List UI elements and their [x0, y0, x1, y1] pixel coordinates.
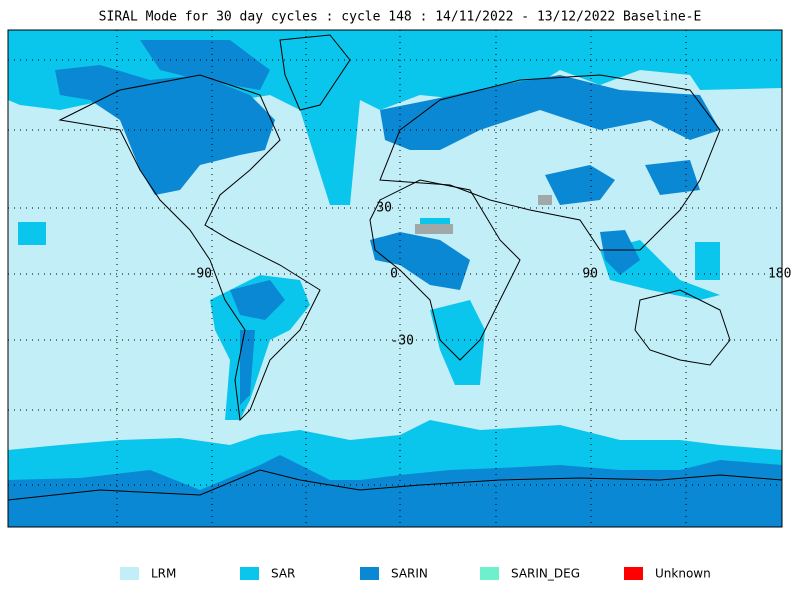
legend-swatch: [120, 567, 139, 580]
legend-label: LRM: [151, 567, 176, 581]
map-title: SIRAL Mode for 30 day cycles : cycle 148…: [99, 10, 702, 25]
legend-swatch: [240, 567, 259, 580]
graticule-label: 0: [390, 267, 398, 282]
legend: LRM SAR SARIN SARIN_DEG Unknown: [120, 567, 711, 581]
legend-label: SARIN_DEG: [511, 567, 580, 581]
legend-label: SARIN: [391, 567, 428, 581]
graticule: [8, 30, 782, 527]
legend-swatch: [360, 567, 379, 580]
graticule-label: 30: [376, 201, 392, 216]
legend-label: Unknown: [655, 567, 711, 581]
map: 30 -90 0 90 180 -30: [7, 29, 791, 528]
legend-swatch: [480, 567, 499, 580]
graticule-label: -90: [189, 267, 212, 282]
legend-swatch: [624, 567, 643, 580]
graticule-label: 180: [768, 267, 791, 282]
unknown-patch: [538, 195, 552, 205]
map-frame: [7, 29, 783, 528]
graticule-label: -30: [391, 334, 414, 349]
coastlines: [7, 34, 783, 501]
legend-label: SAR: [271, 567, 295, 581]
unknown-patch: [415, 224, 453, 234]
graticule-label: 90: [582, 267, 598, 282]
